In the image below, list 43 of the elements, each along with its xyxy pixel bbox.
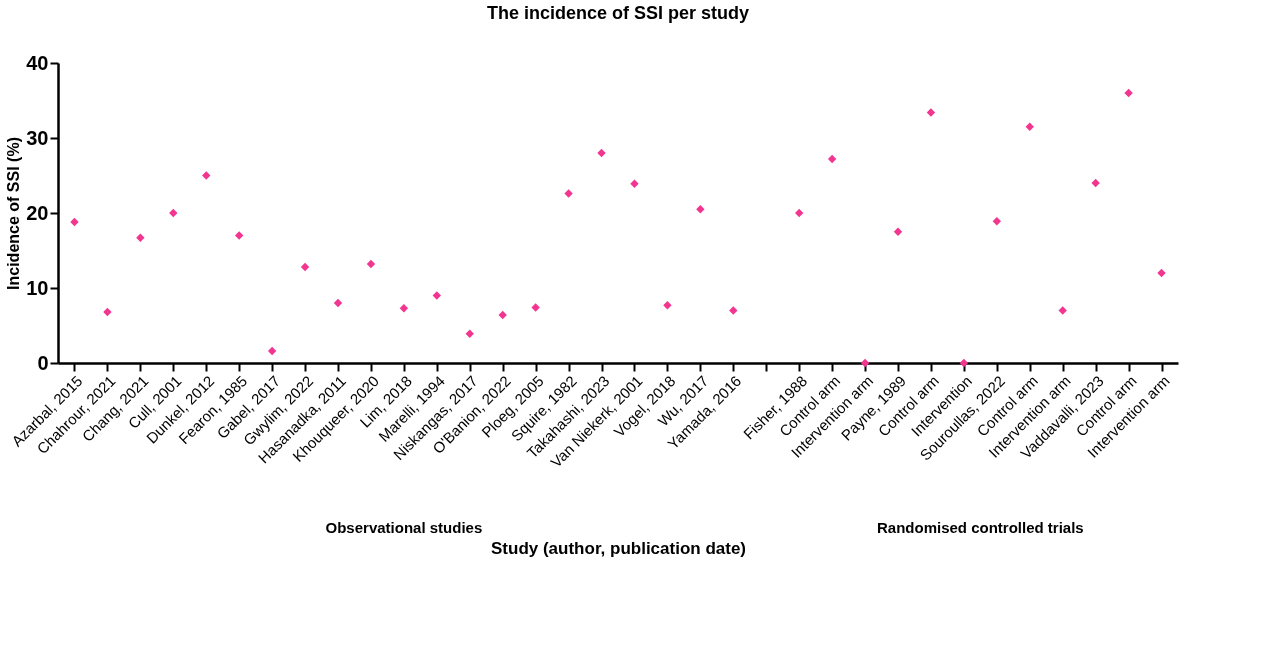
point <box>465 329 474 338</box>
chart-title: The incidence of SSI per study <box>486 3 750 23</box>
point <box>992 217 1002 226</box>
y-tick-label: 10 <box>26 276 49 299</box>
y-tick-label: 20 <box>26 201 49 224</box>
point <box>70 217 79 227</box>
point <box>1058 306 1067 315</box>
point <box>366 259 376 269</box>
x-axis-title: Study (author, publication date) <box>491 538 746 558</box>
point <box>333 298 343 308</box>
point <box>531 303 540 312</box>
point <box>1124 88 1133 98</box>
point <box>103 307 112 317</box>
point <box>663 301 672 310</box>
point <box>300 262 310 272</box>
point <box>267 346 277 356</box>
point <box>564 189 573 198</box>
point <box>399 304 409 313</box>
text: Observational studies <box>325 519 483 536</box>
y-tick-label: 30 <box>26 126 49 149</box>
point <box>597 148 606 158</box>
point <box>202 171 211 180</box>
point <box>696 205 705 214</box>
point <box>169 208 178 218</box>
point <box>136 233 145 242</box>
y-axis-title: Incidence of SSI (%) <box>5 137 23 290</box>
point <box>630 179 639 188</box>
y-tick-label: 40 <box>26 51 49 74</box>
y-tick-label: 0 <box>37 351 49 374</box>
point <box>1157 268 1166 278</box>
text: Randomised controlled trials <box>876 519 1084 536</box>
point <box>926 108 936 117</box>
point <box>1025 122 1034 131</box>
point <box>959 358 969 368</box>
point <box>1091 178 1100 188</box>
point <box>893 227 903 236</box>
point <box>432 291 442 300</box>
point <box>860 358 870 368</box>
point <box>729 306 738 315</box>
point <box>827 154 837 164</box>
point <box>794 208 804 218</box>
point <box>498 310 507 320</box>
point <box>234 231 244 240</box>
